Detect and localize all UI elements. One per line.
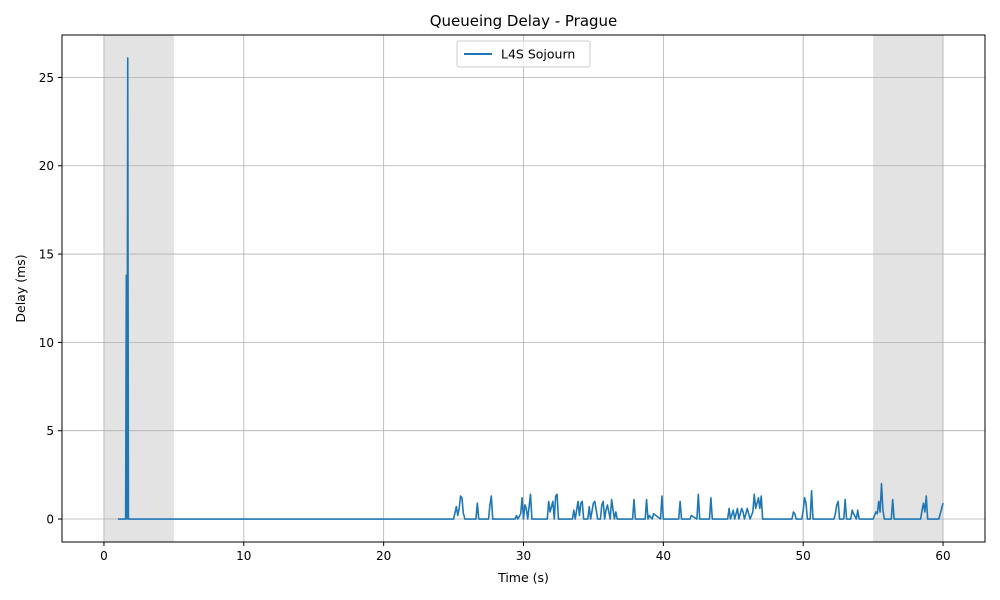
shaded-regions [103,35,944,542]
grid-lines [62,35,985,542]
y-tick-label: 25 [39,71,54,85]
series-line-1 [117,57,944,520]
legend-label-l4s-sojourn: L4S Sojourn [501,47,575,62]
x-tick-label: 30 [516,549,531,563]
y-tick-label: 5 [46,424,54,438]
legend: L4S Sojourn [456,40,591,68]
x-tick-label: 60 [935,549,950,563]
x-tick-label: 0 [100,549,108,563]
x-tick-label: 10 [236,549,251,563]
shaded-region-2 [873,35,944,542]
legend-box [456,40,591,68]
x-axis-label: Time (s) [497,570,549,585]
y-tick-label: 0 [46,513,54,527]
y-tick-label: 10 [39,336,54,350]
y-axis-label: Delay (ms) [13,254,28,322]
x-tick-label: 20 [376,549,391,563]
series-layer [117,57,944,520]
y-tick-label: 15 [39,248,54,262]
y-tick-label: 20 [39,159,54,173]
x-tick-label: 50 [796,549,811,563]
axis-ticks: 0 10 20 30 40 50 60 0 5 10 15 20 25 [39,71,951,563]
x-tick-label: 40 [656,549,671,563]
chart-title: Queueing Delay - Prague [430,12,618,30]
shaded-region-1 [103,35,174,542]
